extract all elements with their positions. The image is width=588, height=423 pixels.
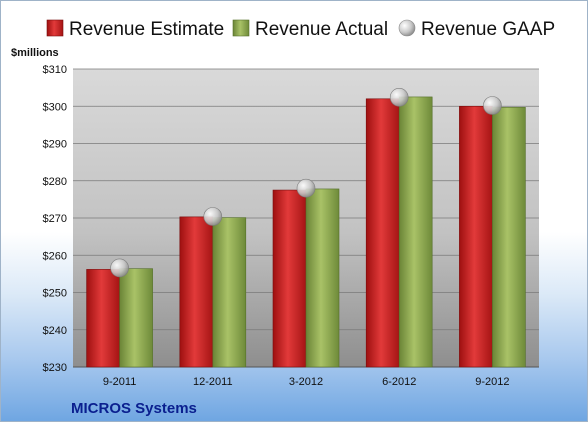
bar-revenue-actual <box>398 96 433 368</box>
y-tick-label: $270 <box>43 213 67 225</box>
y-tick-label: $280 <box>43 176 67 188</box>
legend-swatch-revenue-estimate <box>46 19 64 37</box>
marker-revenue-gaap <box>389 88 409 107</box>
bars <box>86 96 526 368</box>
marker-revenue-gaap <box>296 178 316 198</box>
x-tick-label: 9-2011 <box>103 376 136 388</box>
x-tick-label: 9-2012 <box>475 376 509 388</box>
y-tick-label: $240 <box>43 325 67 337</box>
legend-label-revenue-gaap: Revenue GAAP <box>421 19 555 40</box>
marker-revenue-gaap <box>110 258 129 278</box>
bar-revenue-actual <box>212 217 247 368</box>
bar-revenue-estimate <box>272 189 307 368</box>
company-name: MICROS Systems <box>71 400 197 417</box>
y-axis-unit-label: $millions <box>11 47 59 59</box>
y-tick-label: $230 <box>43 362 67 374</box>
marker-revenue-gaap <box>483 96 502 115</box>
legend-swatch-revenue-actual <box>232 19 250 37</box>
gaap-markers <box>110 88 502 278</box>
legend: Revenue Estimate Revenue Actual Revenue … <box>46 19 555 40</box>
bar-revenue-actual <box>492 107 526 368</box>
marker-revenue-gaap <box>203 207 223 226</box>
bar-revenue-estimate <box>459 105 493 368</box>
y-tick-label: $310 <box>43 64 67 76</box>
y-tick-label: $260 <box>43 250 67 262</box>
y-tick-label: $290 <box>43 139 67 151</box>
y-tick-label: $300 <box>43 101 67 113</box>
legend-label-revenue-actual: Revenue Actual <box>255 19 388 40</box>
bar-revenue-actual <box>119 268 153 368</box>
bar-revenue-actual <box>305 188 340 368</box>
x-axis-ticks: 9-2011 12-2011 3-2012 6-2012 9-2012 <box>103 376 510 388</box>
x-tick-label: 3-2012 <box>289 376 323 388</box>
x-tick-label: 12-2011 <box>193 376 233 388</box>
bar-revenue-estimate <box>179 216 214 368</box>
bar-revenue-estimate <box>365 98 400 368</box>
x-tick-label: 6-2012 <box>382 376 416 388</box>
legend-label-revenue-estimate: Revenue Estimate <box>69 19 224 40</box>
y-axis-ticks: $230 $240 $250 $260 $270 $280 $290 $300 $310 <box>43 64 67 374</box>
bar-revenue-estimate <box>86 269 120 368</box>
legend-marker-revenue-gaap <box>398 19 416 37</box>
y-tick-label: $250 <box>43 288 67 300</box>
